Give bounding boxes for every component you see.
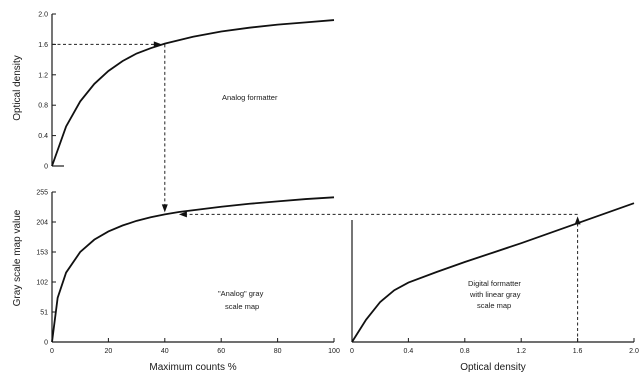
annotation-analog-gray-line-2: scale map <box>225 302 259 311</box>
y-tick-label: 0.8 <box>38 103 48 110</box>
x-tick-label: 0 <box>350 348 354 355</box>
x-tick-label: 0 <box>50 348 54 355</box>
annotation-digital-line-1: Digital formatter <box>468 279 521 288</box>
lookup-guides <box>52 41 581 342</box>
y-tick-label: 153 <box>36 250 48 257</box>
arrowhead-right <box>153 41 162 48</box>
annotation-digital-line-2: with linear gray <box>469 290 521 299</box>
y-tick-label: 0.4 <box>38 133 48 140</box>
y-tick-label: 255 <box>36 190 48 197</box>
x-tick-label: 100 <box>328 348 340 355</box>
y-tick-label: 51 <box>40 310 48 317</box>
x-axis-title-maximum-counts: Maximum counts % <box>149 362 236 373</box>
annotation-analog-gray-line-1: "Analog" gray <box>218 289 264 298</box>
gray-scale-map-chart: Gray scale map value Maximum counts % "A… <box>12 190 340 374</box>
y-tick-label: 0 <box>44 164 48 171</box>
y-axis-title-optical-density: Optical density <box>12 55 23 121</box>
x-tick-label: 0.8 <box>460 348 470 355</box>
x-tick-label: 80 <box>274 348 282 355</box>
x-axis-title-optical-density: Optical density <box>460 362 526 373</box>
y-tick-label: 2.0 <box>38 12 48 19</box>
y-tick-label: 0 <box>44 340 48 347</box>
y-axis-title-gray-scale: Gray scale map value <box>12 209 23 306</box>
annotation-digital-line-3: scale map <box>477 301 511 310</box>
x-tick-label: 2.0 <box>629 348 639 355</box>
x-tick-label: 20 <box>105 348 113 355</box>
x-tick-label: 40 <box>161 348 169 355</box>
x-tick-label: 0.4 <box>404 348 414 355</box>
x-tick-label: 1.2 <box>516 348 526 355</box>
arrowhead-up <box>574 216 581 225</box>
x-tick-label: 60 <box>217 348 225 355</box>
y-tick-label: 1.2 <box>38 72 48 79</box>
x-tick-label: 1.6 <box>573 348 583 355</box>
digital-formatter-chart: Optical density Digital formatter with l… <box>350 202 639 373</box>
y-tick-label: 204 <box>36 220 48 227</box>
digital-linear-curve <box>351 202 635 343</box>
analog-gray-scale-curve <box>51 196 335 343</box>
arrowhead-down <box>161 204 168 213</box>
arrowhead-left <box>178 211 187 218</box>
optical-density-chart: Optical density Analog formatter 0 0.4 0.8… <box>12 12 335 171</box>
y-tick-label: 102 <box>36 280 48 287</box>
density-curve <box>51 19 335 167</box>
annotation-analog-formatter: Analog formatter <box>222 93 278 102</box>
y-tick-label: 1.6 <box>38 42 48 49</box>
